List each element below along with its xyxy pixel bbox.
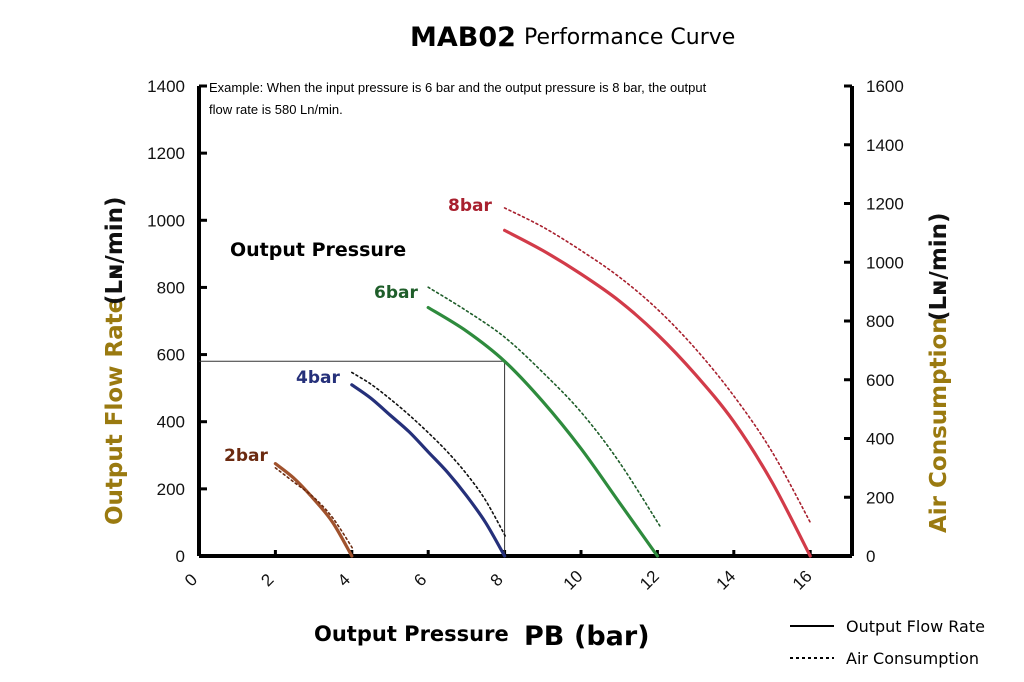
right-tick-label: 1400	[866, 136, 904, 155]
chart-title-main: MAB02	[410, 22, 516, 53]
left-axis-title-main: Output Flow Rate	[102, 298, 128, 525]
series-line-4bar-air-consumption	[351, 371, 508, 540]
x-tick-label: 12	[636, 567, 663, 594]
x-axis-title-main: Output Pressure	[314, 622, 509, 646]
x-tick-label: 16	[789, 567, 816, 594]
series-line-4bar-output-flow	[350, 383, 507, 558]
left-tick-label: 400	[157, 413, 185, 432]
right-axis-title: Air Consumption (Lɴ/min)	[926, 212, 952, 533]
x-tick-label: 14	[713, 567, 740, 594]
legend-item-air-consumption: Air Consumption	[846, 649, 979, 668]
series-line-8bar-output-flow	[503, 228, 812, 558]
x-axis-title-unit: (bar)	[574, 621, 650, 652]
x-tick-label: 2	[257, 570, 277, 590]
right-axis-title-unit: (Lɴ/min)	[926, 212, 952, 321]
right-tick-label: 400	[866, 430, 894, 449]
series-label-8bar: 8bar	[448, 196, 492, 216]
series-curves	[273, 207, 812, 558]
x-tick-label: 4	[334, 570, 354, 590]
series-label-4bar: 4bar	[296, 368, 340, 388]
series-line-6bar-output-flow	[426, 305, 659, 558]
right-axis-title-main: Air Consumption	[926, 317, 952, 533]
right-tick-label: 1000	[866, 253, 904, 272]
series-line-8bar-air-consumption	[503, 207, 811, 524]
right-tick-label: 1600	[866, 77, 904, 96]
series-line-2bar-output-flow	[273, 462, 354, 558]
left-tick-label: 1400	[147, 77, 185, 96]
series-line-6bar-air-consumption	[427, 286, 663, 529]
chart-title-sub: Performance Curve	[524, 25, 735, 50]
series-label-6bar: 6bar	[374, 283, 418, 303]
left-axis-title: Output Flow Rate (Lɴ/min)	[102, 196, 128, 525]
example-guide-lines	[199, 360, 506, 556]
x-axis-title-pb: PB	[524, 621, 564, 652]
left-tick-label: 0	[176, 547, 185, 566]
left-tick-label: 600	[157, 346, 185, 365]
x-tick-label: 10	[560, 567, 587, 594]
right-tick-label: 200	[866, 488, 894, 507]
series-label-2bar: 2bar	[224, 446, 268, 466]
right-tick-label: 800	[866, 312, 894, 331]
right-tick-label: 600	[866, 371, 894, 390]
example-note-line2: flow rate is 580 Ln/min.	[209, 102, 343, 117]
left-axis-ticks: 0 200 400 600 800 1000 1200 1400	[147, 77, 207, 566]
left-tick-label: 200	[157, 480, 185, 499]
left-tick-label: 1200	[147, 144, 185, 163]
x-tick-label: 0	[181, 570, 201, 590]
left-tick-label: 800	[157, 278, 185, 297]
left-axis-title-unit: (Lɴ/min)	[102, 196, 128, 305]
legend-item-output-flow-rate: Output Flow Rate	[846, 617, 985, 636]
right-tick-label: 0	[866, 547, 875, 566]
example-note-line1: Example: When the input pressure is 6 ba…	[209, 80, 707, 95]
right-axis-ticks: 0 200 400 600 800 1000 1200 1400 1600	[844, 77, 904, 566]
x-tick-label: 6	[410, 570, 430, 590]
series-line-2bar-air-consumption	[274, 467, 355, 551]
x-tick-label: 8	[487, 570, 507, 590]
legend: Output Flow Rate Air Consumption	[790, 617, 985, 668]
right-tick-label: 1200	[866, 195, 904, 214]
left-tick-label: 1000	[147, 211, 185, 230]
output-pressure-annotation: Output Pressure	[230, 239, 406, 261]
